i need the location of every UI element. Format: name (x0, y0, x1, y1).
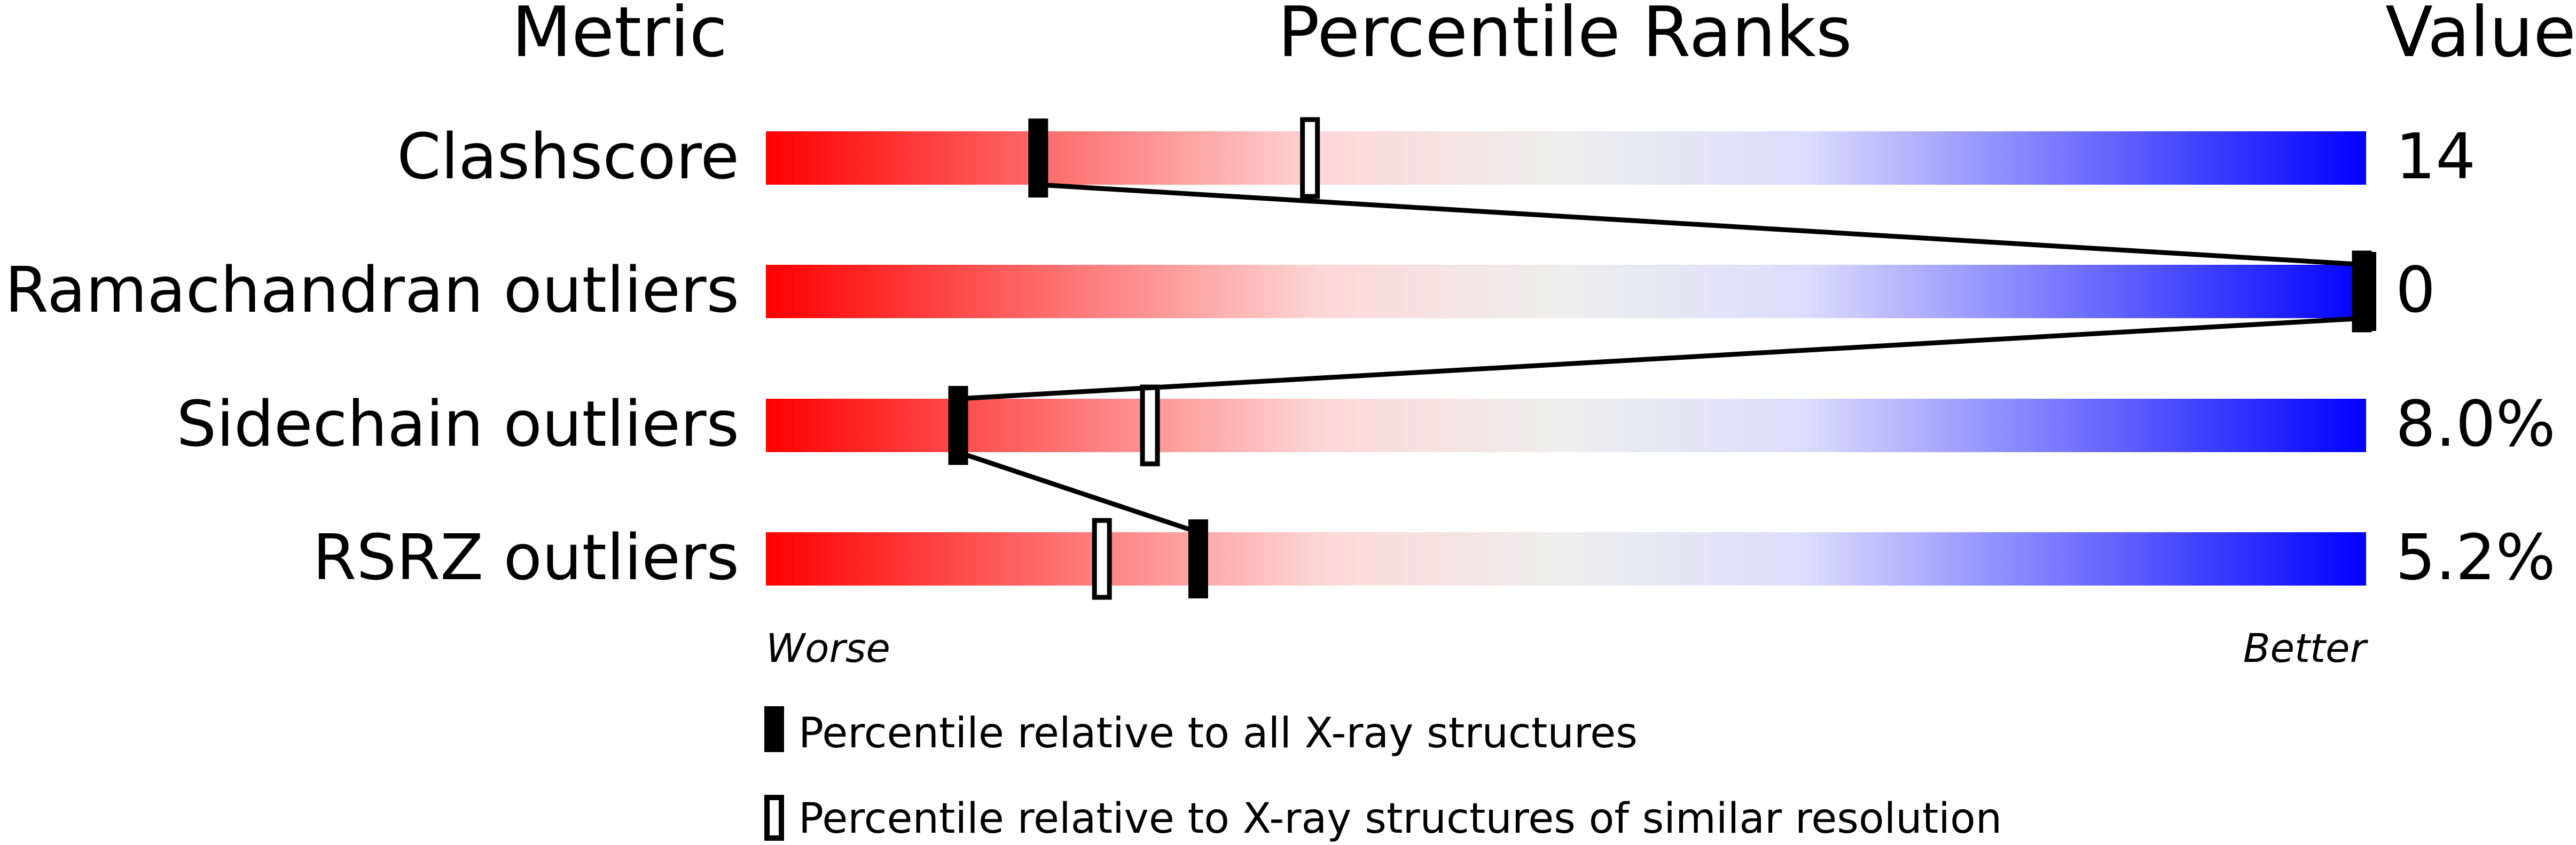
better-label: Better (2243, 626, 2369, 672)
metric-label: Sidechain outliers (176, 387, 739, 461)
header-value: Value (2385, 0, 2576, 73)
similar-resolution-marker (1300, 117, 1320, 199)
legend-filled-label: Percentile relative to all X-ray structu… (798, 709, 1638, 757)
connector-line (957, 449, 1199, 535)
percentile-bar (766, 131, 2366, 185)
header-metric: Metric (512, 0, 727, 73)
metric-value: 0 (2395, 253, 2436, 327)
metric-value: 5.2% (2395, 520, 2556, 594)
similar-resolution-marker (1140, 384, 1160, 467)
legend-open-label: Percentile relative to X-ray structures … (798, 795, 2002, 843)
metric-value: 8.0% (2395, 387, 2556, 461)
percentile-bar (766, 532, 2366, 586)
legend-open-marker (764, 795, 784, 841)
metric-value: 14 (2395, 120, 2476, 193)
connector-line (958, 315, 2367, 401)
worse-label: Worse (766, 626, 890, 672)
metric-label: RSRZ outliers (312, 520, 739, 594)
metric-label: Clashscore (397, 120, 739, 193)
percentile-bar (766, 265, 2366, 318)
percentile-bar (766, 399, 2366, 452)
metric-label: Ramachandran outliers (5, 253, 739, 327)
similar-resolution-marker (1092, 518, 1112, 600)
header-percentile: Percentile Ranks (1278, 0, 1852, 73)
legend-filled-marker (764, 706, 784, 752)
connector-line (1038, 182, 2367, 267)
